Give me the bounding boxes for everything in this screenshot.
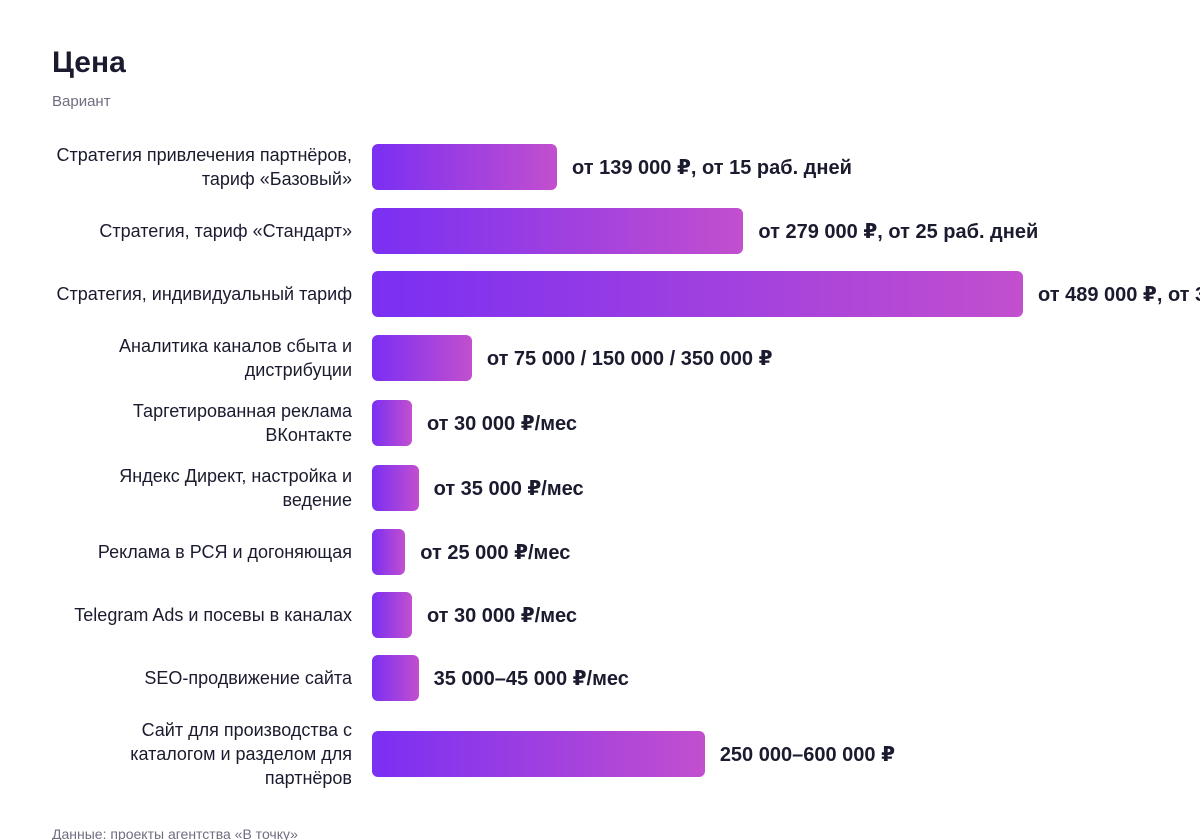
value-label: 35 000–45 000 ₽/мес [433,667,629,690]
value-label: от 75 000 / 150 000 / 350 000 ₽ [486,347,773,370]
value-label: от 139 000 ₽, от 15 раб. дней [572,156,852,179]
category-label: SEO-продвижение сайта [144,668,352,688]
bar [372,208,744,254]
bar [372,655,419,701]
bar [372,271,1023,317]
bar-row: Яндекс Директ, настройка и ведение от 35 … [52,464,1200,512]
bar-row: Telegram Ads и посевы в каналах от 30 000… [52,592,1200,638]
chart-title: Цена [52,46,126,79]
bar-row: SEO-продвижение сайта 35 000–45 000 ₽/мес [52,655,1200,701]
bar-row: Стратегия привлечения партнёров, тариф «… [52,143,1200,191]
value-label: от 25 000 ₽/мес [420,541,571,564]
category-label: Реклама в РСЯ и догоняющая [97,542,352,562]
category-label: Яндекс Директ, настройка и ведение [119,466,352,510]
bar-list: Стратегия привлечения партнёров, тариф «… [52,143,1200,807]
category-label: Стратегия, тариф «Стандарт» [99,221,352,241]
bar [372,335,472,381]
value-label: от 35 000 ₽/мес [433,477,584,500]
category-label: Стратегия привлечения партнёров, тариф «… [56,145,352,189]
bar-row: Таргетированная реклама ВКонтакте от 30 0… [52,399,1200,447]
bar [372,400,412,446]
value-label: от 30 000 ₽/мес [426,604,577,627]
bar [372,592,412,638]
bar-row: Стратегия, тариф «Стандарт» от 279 000 ₽,… [52,208,1200,254]
value-label: от 30 000 ₽/мес [426,412,577,435]
value-label: от 489 000 ₽, от 3 [1038,283,1200,306]
bar-row: Стратегия, индивидуальный тариф от 489 00… [52,271,1200,317]
source-note: Данные: проекты агентства «В точку» [52,826,298,840]
category-label: Стратегия, индивидуальный тариф [56,284,352,304]
bar-row: Сайт для производства с каталогом и разд… [52,718,1200,790]
bar-row: Реклама в РСЯ и догоняющая от 25 000 ₽/ме… [52,529,1200,575]
category-label: Сайт для производства с каталогом и разд… [130,720,352,788]
bar [372,731,705,777]
value-label: 250 000–600 000 ₽ [719,743,895,766]
bar [372,465,419,511]
bar [372,144,558,190]
category-label: Telegram Ads и посевы в каналах [74,605,352,625]
bar-row: Аналитика каналов сбыта и дистрибуции от … [52,334,1200,382]
bar [372,529,406,575]
value-label: от 279 000 ₽, от 25 раб. дней [758,220,1039,243]
chart-subtitle: Вариант [52,93,111,110]
category-label: Аналитика каналов сбыта и дистрибуции [119,336,352,380]
category-label: Таргетированная реклама ВКонтакте [132,401,352,445]
